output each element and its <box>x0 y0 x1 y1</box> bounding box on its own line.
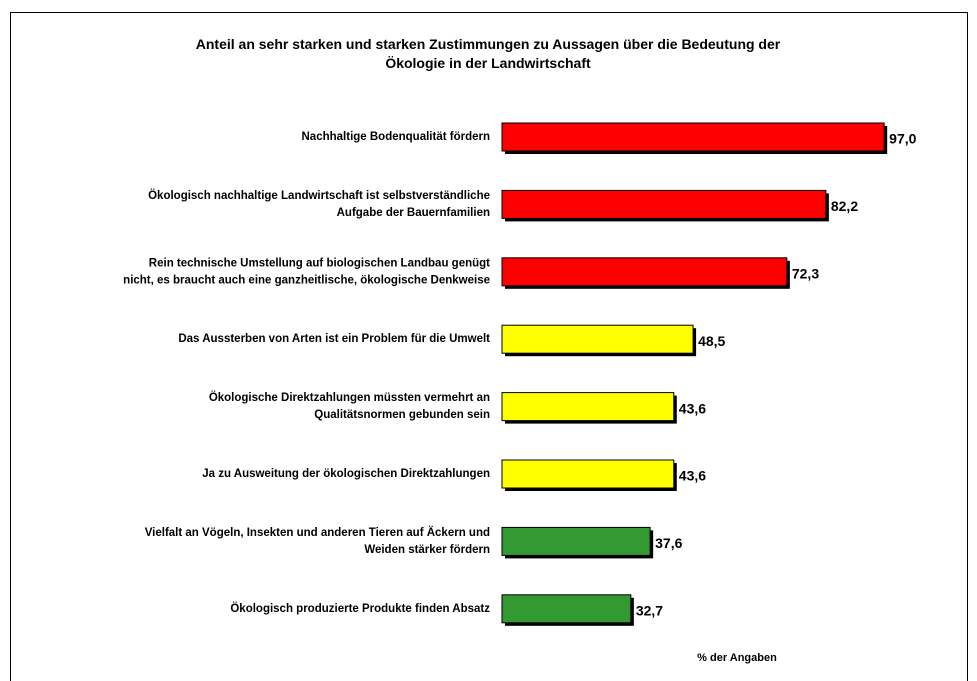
category-label: Das Aussterben von Arten ist ein Problem… <box>178 333 490 345</box>
category-label: Ja zu Ausweitung der ökologischen Direkt… <box>202 468 490 480</box>
bar <box>501 324 694 354</box>
chart-frame <box>10 12 968 681</box>
category-label: Ökologische Direktzahlungen müssten verm… <box>209 391 490 421</box>
bar <box>501 257 788 287</box>
bar <box>501 189 827 219</box>
category-label: Ökologisch produzierte Produkte finden A… <box>230 602 490 615</box>
value-label: 82,2 <box>831 198 858 214</box>
bar <box>501 594 632 624</box>
value-label: 43,6 <box>679 400 706 416</box>
bar <box>501 459 675 489</box>
value-label: 32,7 <box>636 603 663 619</box>
x-axis-label: % der Angaben <box>697 652 777 664</box>
value-label: 48,5 <box>698 333 725 349</box>
value-label: 43,6 <box>679 468 706 484</box>
category-label: Ökologisch nachhaltige Landwirtschaft is… <box>148 189 490 219</box>
category-label: Rein technische Umstellung auf biologisc… <box>123 257 490 286</box>
chart-title: Anteil an sehr starken und starken Zusti… <box>196 36 781 71</box>
category-label: Vielfalt an Vögeln, Insekten und anderen… <box>145 526 490 556</box>
category-label: Nachhaltige Bodenqualität fördern <box>302 131 491 143</box>
value-label: 72,3 <box>792 266 819 282</box>
bar <box>501 122 885 152</box>
value-label: 37,6 <box>655 535 682 551</box>
value-label: 97,0 <box>889 131 916 147</box>
bar <box>501 392 675 422</box>
bar <box>501 526 651 556</box>
